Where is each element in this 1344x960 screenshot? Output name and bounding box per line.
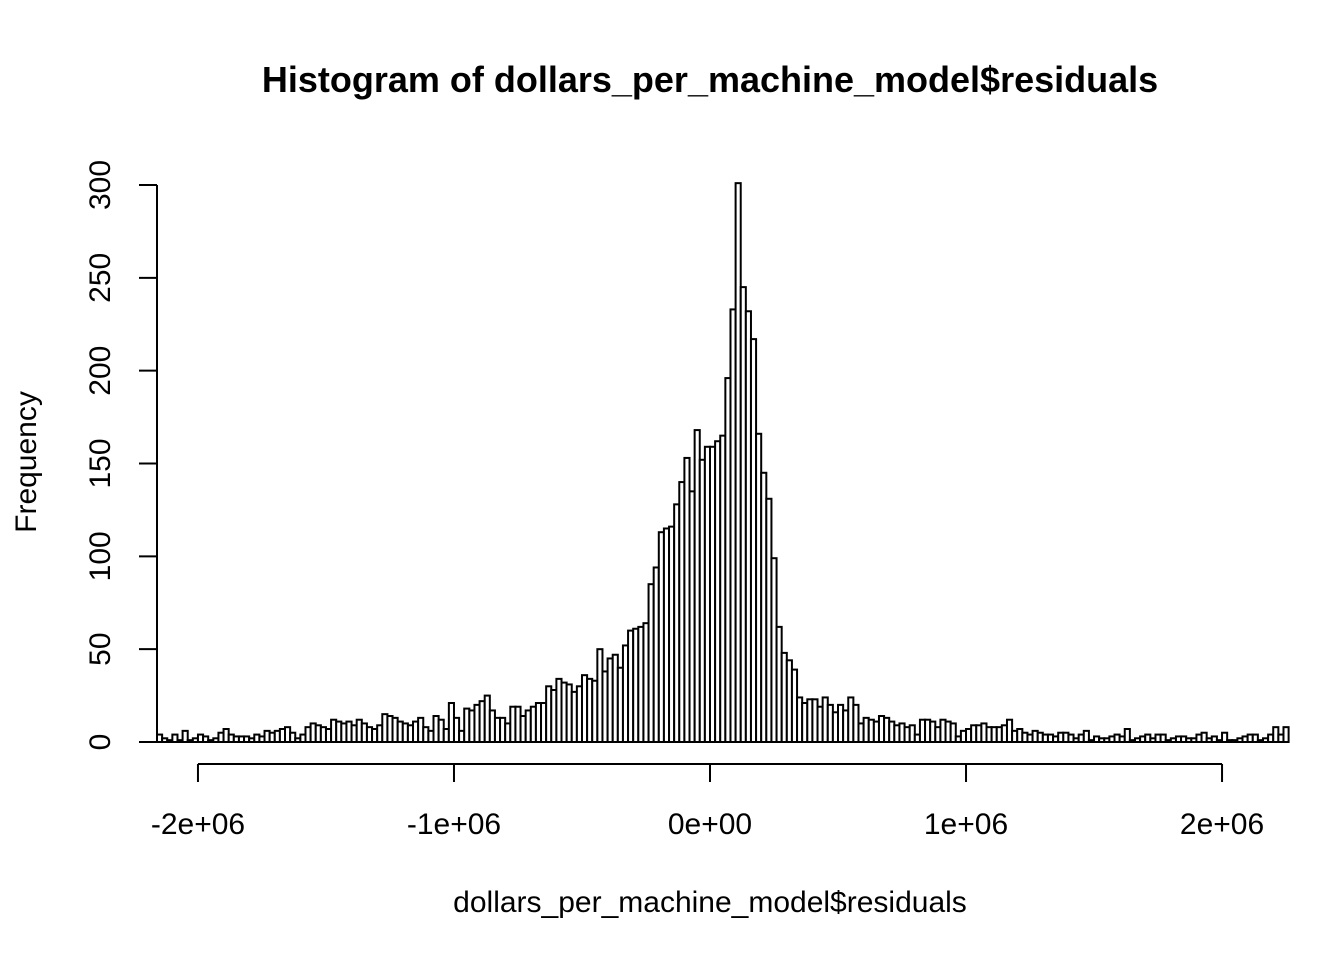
histogram-bar: [1123, 728, 1131, 743]
histogram-bar: [1251, 733, 1259, 744]
x-axis-label: dollars_per_machine_model$residuals: [453, 886, 967, 919]
y-tick-label: 200: [84, 346, 117, 396]
histogram-bar: [949, 722, 957, 743]
histogram-bar: [1282, 726, 1290, 744]
histogram-bars: [156, 182, 1290, 744]
x-tick-label: -2e+06: [151, 808, 245, 841]
y-tick-label: 150: [84, 438, 117, 488]
y-tick-label: 100: [84, 531, 117, 581]
chart-title: Histogram of dollars_per_machine_model$r…: [262, 59, 1158, 100]
y-axis: 0 50 100 150 200 250 300: [84, 160, 158, 751]
y-tick-label: 50: [84, 632, 117, 665]
histogram-bar: [181, 729, 189, 743]
x-axis: -2e+06 -1e+06 0e+00 1e+06 2e+06: [151, 763, 1264, 841]
x-tick-label: -1e+06: [407, 808, 501, 841]
x-tick-label: 2e+06: [1180, 808, 1264, 841]
histogram-bar: [171, 733, 179, 744]
x-tick-label: 0e+00: [668, 808, 752, 841]
histogram-bar: [1221, 731, 1229, 743]
y-tick-label: 300: [84, 160, 117, 210]
x-tick-label: 1e+06: [924, 808, 1008, 841]
histogram-bar: [1082, 729, 1090, 743]
y-tick-label: 250: [84, 253, 117, 303]
y-tick-label: 0: [84, 734, 117, 751]
histogram-bar: [1159, 733, 1167, 744]
y-axis-label: Frequency: [10, 391, 43, 533]
